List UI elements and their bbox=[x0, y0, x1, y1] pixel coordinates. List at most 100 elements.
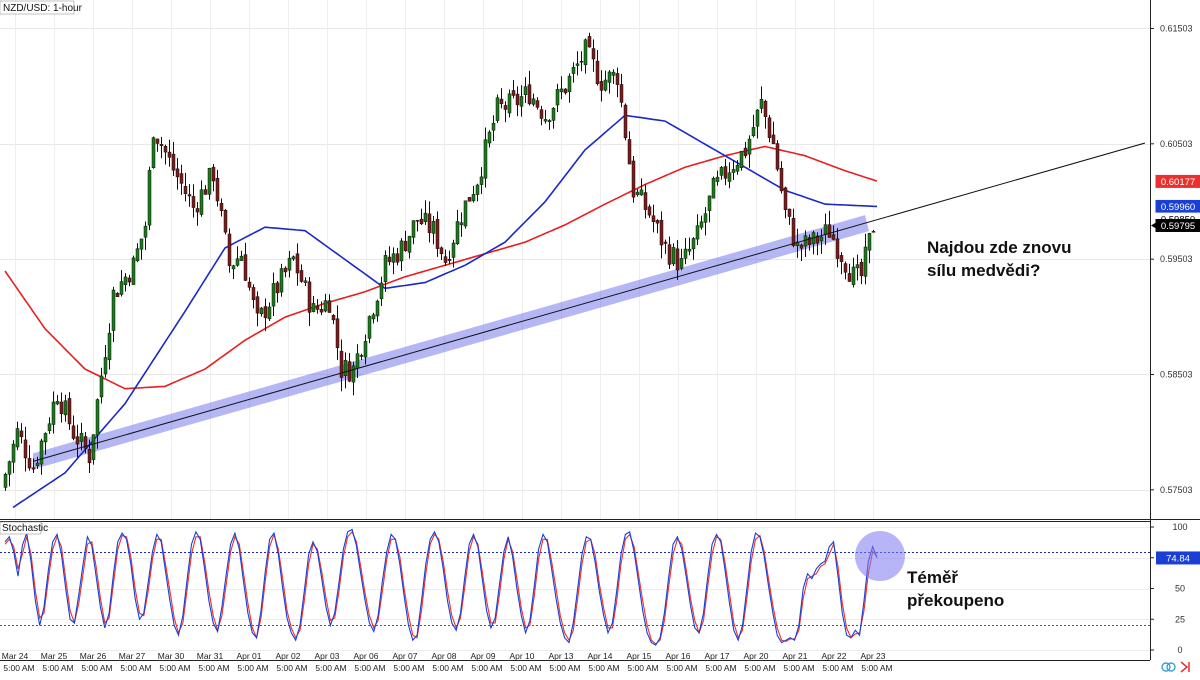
candle-body bbox=[55, 401, 60, 405]
candle-body bbox=[395, 253, 400, 263]
time-axis-time-label: 5:00 AM bbox=[510, 663, 541, 673]
candle-body bbox=[739, 150, 744, 169]
candle-body bbox=[163, 145, 168, 153]
candle-body bbox=[359, 355, 364, 357]
candle-body bbox=[607, 71, 612, 83]
jump-to-latest-icon[interactable] bbox=[1180, 661, 1190, 673]
stochastic-tick-label: 0 bbox=[1177, 645, 1182, 655]
candle-body bbox=[679, 258, 684, 269]
candle-body bbox=[723, 166, 728, 179]
stochastic-series-line bbox=[4, 530, 878, 645]
time-axis-date-label: Apr 21 bbox=[782, 651, 807, 661]
candle-body bbox=[487, 131, 492, 144]
candle-body bbox=[651, 215, 656, 223]
candle-body bbox=[867, 233, 872, 251]
time-axis-date-label: Apr 03 bbox=[314, 651, 339, 661]
candle-body bbox=[35, 462, 40, 467]
ma-red-line bbox=[4, 145, 878, 390]
candle-body bbox=[227, 233, 232, 266]
candle-body bbox=[727, 172, 732, 182]
candle-body bbox=[835, 238, 840, 259]
candle-body bbox=[747, 138, 752, 155]
candle-body bbox=[383, 255, 388, 283]
price-tag: 0.59960 bbox=[1155, 199, 1200, 213]
candle-body bbox=[695, 225, 700, 240]
time-axis-date-label: Mar 25 bbox=[41, 651, 68, 661]
candle-body bbox=[435, 219, 440, 249]
candle-body bbox=[371, 314, 376, 320]
candle-body bbox=[11, 443, 16, 463]
candle-body bbox=[375, 300, 380, 317]
candle-body bbox=[355, 353, 360, 369]
time-axis-time-label: 5:00 AM bbox=[744, 663, 775, 673]
candle-body bbox=[439, 247, 444, 255]
candle-body bbox=[827, 224, 832, 238]
candle-body bbox=[403, 240, 408, 252]
stochastic-title: Stochastic bbox=[2, 523, 48, 534]
candle-body bbox=[847, 273, 852, 282]
candle-body bbox=[479, 176, 484, 185]
candle-body bbox=[39, 440, 44, 465]
candle-body bbox=[659, 219, 664, 246]
candle-body bbox=[43, 433, 48, 443]
price-tag: 0.60177 bbox=[1155, 174, 1200, 188]
candle-body bbox=[307, 281, 312, 313]
time-axis-time-label: 5:00 AM bbox=[471, 663, 502, 673]
candle-body bbox=[131, 257, 136, 285]
candle-body bbox=[127, 277, 132, 283]
candle-body bbox=[171, 153, 176, 171]
candle-body bbox=[7, 461, 12, 475]
candle-body bbox=[687, 248, 692, 252]
sync-icon[interactable] bbox=[1161, 662, 1176, 672]
candle-body bbox=[447, 258, 452, 261]
candle-body bbox=[47, 423, 52, 431]
stochastic-series-line bbox=[4, 528, 878, 646]
candle-body bbox=[855, 264, 860, 269]
candle-body bbox=[751, 127, 756, 136]
price-tag-label: 0.59795 bbox=[1161, 221, 1195, 232]
time-axis-date-label: Mar 24 bbox=[2, 651, 29, 661]
trendline-line[interactable] bbox=[32, 142, 1146, 462]
candle-body bbox=[719, 167, 724, 176]
time-axis-date-label: Mar 26 bbox=[80, 651, 107, 661]
candle-body bbox=[571, 66, 576, 74]
candle-body bbox=[595, 60, 600, 85]
candle-body bbox=[219, 202, 224, 212]
price-tag-box bbox=[1155, 174, 1200, 188]
trendline-band bbox=[33, 215, 869, 470]
candle-body bbox=[319, 309, 324, 313]
candle-body bbox=[115, 292, 120, 297]
candle-body bbox=[667, 244, 672, 265]
candle-body bbox=[511, 90, 516, 96]
candle-body bbox=[791, 217, 796, 246]
candle-body bbox=[731, 169, 736, 173]
candle-body bbox=[427, 213, 432, 234]
trendline-support-band bbox=[33, 215, 869, 470]
annotation-bears-line-1: Najdou zde znovu bbox=[927, 238, 1072, 257]
candle-body bbox=[191, 196, 196, 208]
candle-body bbox=[431, 221, 436, 234]
time-axis: Mar 24 5:00 AM Mar 25 5:00 AM Mar 26 5:00 AM M… bbox=[2, 651, 893, 673]
candle-body bbox=[663, 241, 668, 244]
candle-body bbox=[779, 168, 784, 192]
candle-body bbox=[87, 448, 92, 464]
time-axis-time-label: 5:00 AM bbox=[783, 663, 814, 673]
candle-body bbox=[415, 220, 420, 222]
candle-body bbox=[323, 300, 328, 312]
candle-body bbox=[643, 192, 648, 210]
candle-body bbox=[275, 282, 280, 294]
overbought-highlight-circle bbox=[855, 531, 905, 581]
candle-body bbox=[591, 48, 596, 60]
price-tick-label: 0.57503 bbox=[1160, 485, 1193, 495]
candle-body bbox=[367, 316, 372, 339]
candle-body bbox=[619, 84, 624, 103]
candle-body bbox=[363, 341, 368, 358]
candle-body bbox=[507, 93, 512, 114]
candle-body bbox=[67, 398, 72, 425]
candle-body bbox=[83, 436, 88, 449]
candle-body bbox=[459, 222, 464, 226]
candle-body bbox=[603, 79, 608, 91]
moving-average-red bbox=[4, 145, 878, 390]
